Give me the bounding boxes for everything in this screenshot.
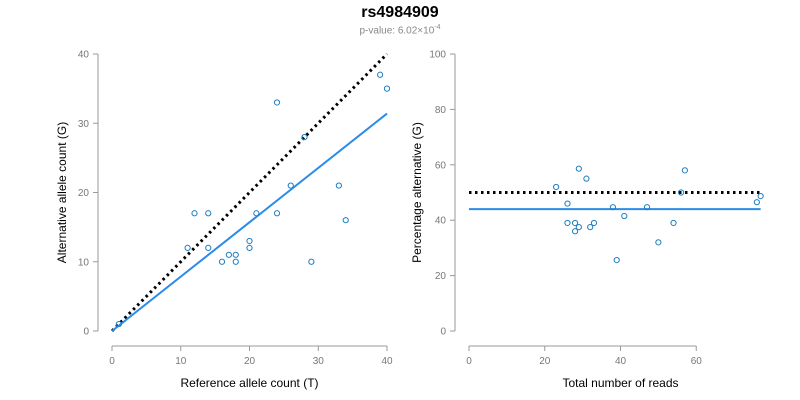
panel1-fit-line [111, 112, 388, 332]
panel2-x-tick-label: 0 [466, 356, 472, 367]
panel1-data-point [273, 210, 281, 217]
panel1-data-point [301, 134, 308, 141]
panel1-y-axis-label: Alternative allele count (G) [55, 122, 69, 263]
panel2-data-point [609, 204, 617, 211]
panel1-data-point [273, 99, 281, 106]
panel2-data-point [613, 256, 620, 264]
panel2-data-point [621, 212, 628, 220]
panel1-data-point [253, 210, 260, 217]
panel1-x-tick-label: 10 [175, 356, 187, 367]
panel1-y-tick-label: 30 [78, 119, 90, 130]
panel2-y-tick-label: 20 [435, 271, 447, 282]
panel1-data-point [225, 251, 232, 258]
panel1-y-tick-label: 40 [78, 50, 90, 61]
panel2-data-point [564, 219, 571, 227]
panel2-y-tick-label: 80 [435, 105, 447, 116]
panel2-y-tick-label: 0 [440, 327, 446, 338]
panel2-y-tick-label: 100 [429, 50, 446, 61]
panel2-y-tick-label: 60 [435, 160, 447, 171]
panel2-data-point [590, 219, 598, 227]
panel2-data-point [643, 204, 651, 211]
panel1-data-point [308, 258, 315, 265]
panel1-data-point [232, 258, 239, 265]
panel1-data-point [205, 244, 212, 251]
panel2-data-point [575, 224, 582, 231]
panel2-data-point [753, 199, 760, 206]
panel2-x-tick-label: 60 [691, 356, 703, 367]
panel2-data-point [655, 239, 662, 246]
panel1-x-tick-label: 0 [109, 356, 115, 367]
panel1-data-point [287, 182, 294, 189]
panel1-data-point [115, 320, 122, 328]
p-value-exponent: -4 [434, 24, 441, 31]
panel1-data-point [342, 217, 349, 224]
panel1-data-point [218, 258, 226, 265]
panel2-data-point [571, 228, 579, 235]
panel2-data-point [757, 193, 764, 200]
panel1-data-point [377, 71, 384, 78]
panel2-data-point [587, 224, 594, 231]
panel2-data-point [678, 189, 685, 196]
panel2-y-tick-label: 40 [435, 216, 447, 227]
panel2-x-tick-label: 40 [615, 356, 627, 367]
panel1-y-tick-label: 0 [83, 327, 89, 338]
panel1-data-point [335, 182, 342, 189]
panel1-reference-line [110, 52, 389, 333]
panel1-y-tick-label: 20 [78, 188, 90, 199]
panel2-data-point [553, 183, 560, 191]
panel2-x-axis-label: Total number of reads [562, 376, 678, 390]
panel1-y-tick-label: 10 [78, 257, 90, 268]
panel1-x-tick-label: 30 [313, 356, 325, 367]
panel2-data-point [583, 175, 590, 182]
panel2-data-point [564, 200, 571, 207]
panel2-y-axis-label: Percentage alternative (G) [410, 122, 424, 263]
panel1-data-point [383, 85, 391, 92]
panel1-data-point [246, 244, 253, 251]
panel1-x-tick-label: 40 [381, 356, 393, 367]
p-value-subtitle: p-value: 6.02×10-4 [0, 24, 800, 36]
panel2-data-point [670, 219, 677, 227]
panel1-data-point [246, 237, 253, 245]
panel1-data-point [184, 244, 191, 251]
p-value-text: p-value: 6.02×10 [359, 25, 435, 37]
panel1-data-point [232, 251, 239, 258]
panel2-data-point [571, 219, 579, 227]
panel1-x-axis-label: Reference allele count (T) [180, 376, 318, 390]
panel1-data-point [191, 210, 198, 217]
panel2-x-tick-label: 20 [539, 356, 551, 367]
panel2-data-point [681, 167, 688, 174]
panel1-x-tick-label: 20 [244, 356, 256, 367]
chart-title: rs4984909 [361, 4, 439, 21]
panel2-data-point [575, 165, 582, 172]
panel1-data-point [205, 210, 212, 217]
